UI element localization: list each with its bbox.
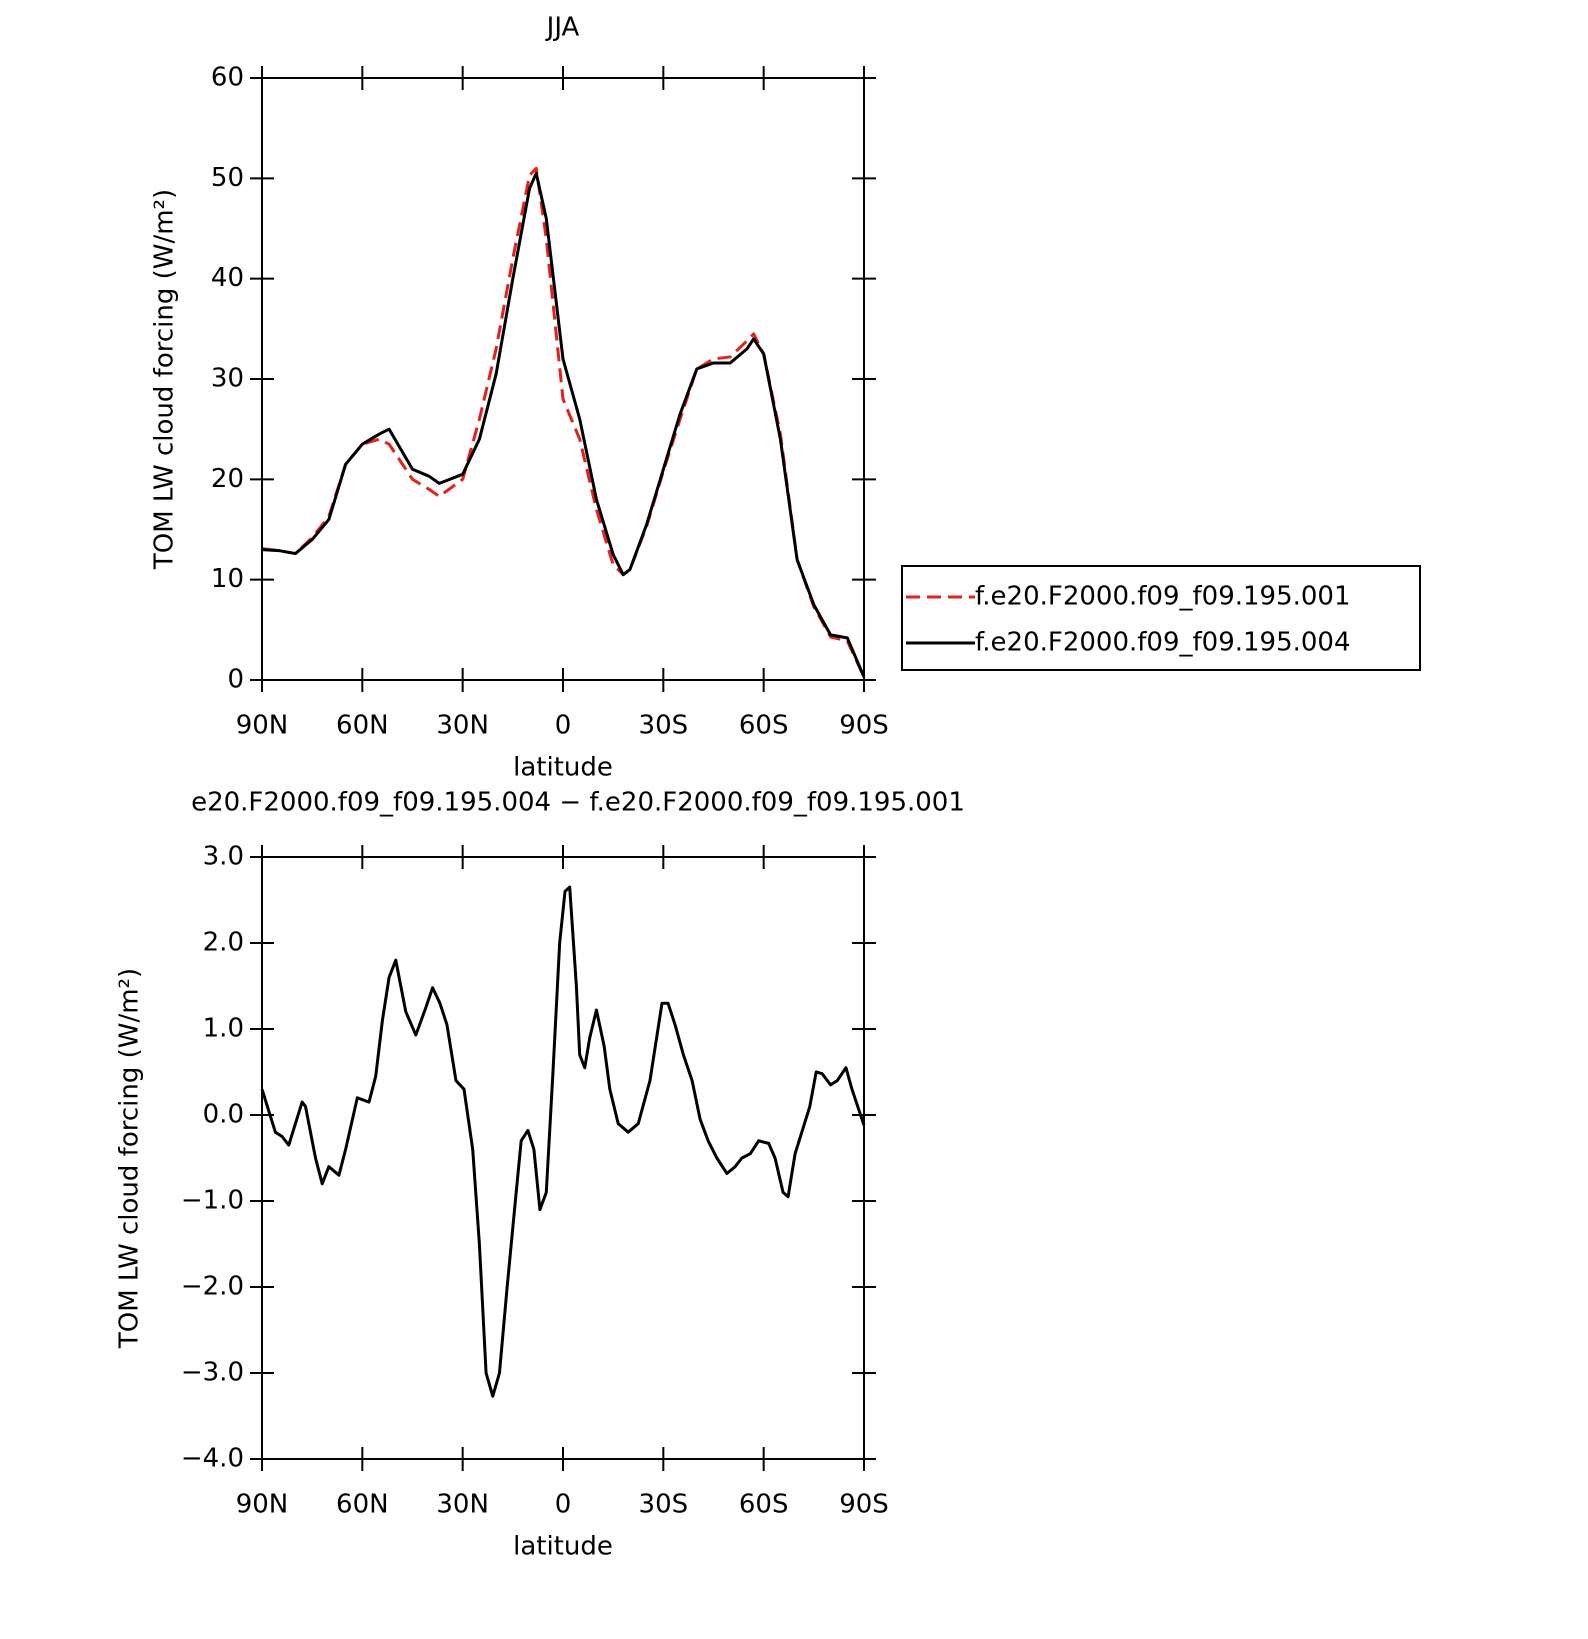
x-axis-label: latitude: [513, 753, 613, 783]
x-tick-label: 60S: [739, 1490, 789, 1520]
chart-title: e20.F2000.f09_f09.195.004 − f.e20.F2000.…: [191, 788, 965, 818]
chart-title: JJA: [545, 13, 580, 43]
y-tick-label: 20: [211, 464, 244, 494]
y-tick-label: 0: [227, 665, 244, 695]
legend-label: f.e20.F2000.f09_f09.195.001: [975, 582, 1351, 612]
x-tick-label: 60N: [336, 711, 389, 741]
x-tick-label: 90S: [839, 711, 889, 741]
y-tick-label: 60: [211, 63, 244, 93]
y-tick-label: −2.0: [181, 1272, 244, 1302]
y-tick-label: 50: [211, 163, 244, 193]
y-tick-label: 10: [211, 564, 244, 594]
x-tick-label: 60N: [336, 1490, 389, 1520]
plot-frame: [261, 856, 865, 1460]
x-tick-label: 30N: [436, 711, 489, 741]
x-tick-label: 30N: [436, 1490, 489, 1520]
x-tick-label: 90S: [839, 1490, 889, 1520]
x-tick-label: 30S: [639, 1490, 689, 1520]
x-tick-label: 0: [555, 711, 572, 741]
y-tick-label: 0.0: [203, 1100, 244, 1130]
y-tick-label: −4.0: [181, 1444, 244, 1474]
y-tick-label: −3.0: [181, 1358, 244, 1388]
y-axis-label: TOM LW cloud forcing (W/m²): [115, 968, 145, 1349]
y-tick-label: 1.0: [203, 1014, 244, 1044]
y-tick-label: 3.0: [203, 842, 244, 872]
y-tick-label: −1.0: [181, 1186, 244, 1216]
plot-frame: [261, 77, 865, 681]
y-tick-label: 40: [211, 263, 244, 293]
legend-label: f.e20.F2000.f09_f09.195.004: [975, 628, 1351, 658]
x-tick-label: 30S: [639, 711, 689, 741]
x-tick-label: 90N: [236, 711, 289, 741]
x-tick-label: 90N: [236, 1490, 289, 1520]
x-tick-label: 0: [555, 1490, 572, 1520]
data-line: [260, 885, 866, 1398]
x-tick-label: 60S: [739, 711, 789, 741]
data-line: [261, 171, 866, 678]
y-tick-label: 2.0: [203, 928, 244, 958]
legend-box: [901, 565, 1421, 671]
y-tick-label: 30: [211, 364, 244, 394]
y-axis-label: TOM LW cloud forcing (W/m²): [150, 189, 180, 570]
data-line: [261, 166, 866, 678]
x-axis-label: latitude: [513, 1532, 613, 1562]
